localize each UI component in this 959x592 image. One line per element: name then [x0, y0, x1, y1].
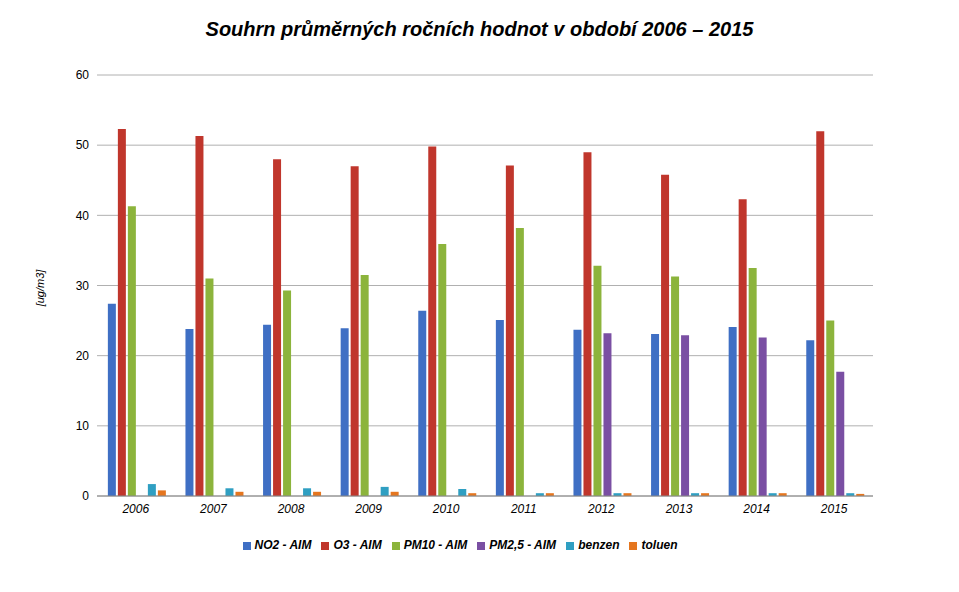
svg-text:50: 50	[76, 138, 90, 152]
svg-text:40: 40	[76, 209, 90, 223]
svg-text:10: 10	[76, 419, 90, 433]
svg-text:30: 30	[76, 279, 90, 293]
svg-text:2007: 2007	[199, 502, 228, 516]
html-text:NO2 - AIM: NO2 - AIM	[254, 538, 312, 552]
svg-text:2009: 2009	[354, 502, 382, 516]
html-text:toluen: toluen	[641, 538, 678, 552]
svg-text:2013: 2013	[665, 502, 693, 516]
html-text:PM10 - AIM: PM10 - AIM	[403, 538, 468, 552]
html-text:Souhrn průměrných ročních hodn: Souhrn průměrných ročních hodnot v obdob…	[205, 18, 754, 40]
svg-text:20: 20	[76, 349, 90, 363]
svg-text:2014: 2014	[742, 502, 770, 516]
svg-text:2015: 2015	[820, 502, 848, 516]
svg-text:2012: 2012	[587, 502, 615, 516]
svg-text:2011: 2011	[510, 502, 537, 516]
html-text:O3 - AIM: O3 - AIM	[333, 538, 382, 552]
html-text:[ug/m3]: [ug/m3]	[34, 269, 47, 307]
svg-text:2008: 2008	[277, 502, 305, 516]
svg-text:0: 0	[82, 489, 89, 503]
html-text:PM2,5 - AIM: PM2,5 - AIM	[489, 538, 557, 552]
html-text:benzen: benzen	[578, 538, 620, 552]
svg-text:2010: 2010	[432, 502, 460, 516]
svg-text:60: 60	[76, 68, 90, 82]
svg-text:2006: 2006	[121, 502, 149, 516]
